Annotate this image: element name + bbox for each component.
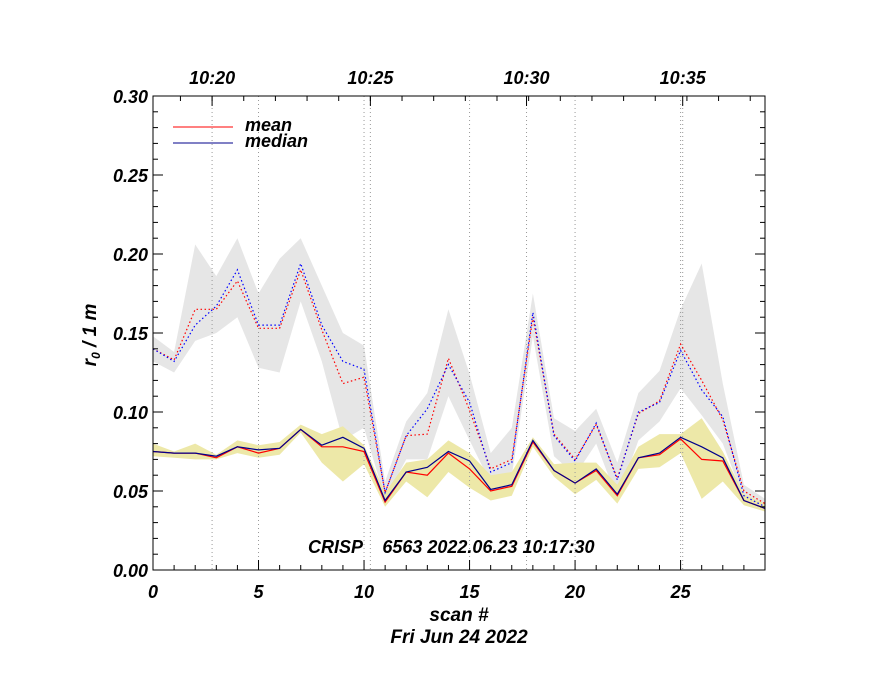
y-axis-title-main: r (80, 357, 101, 366)
y-tick-label: 0.20 (113, 245, 148, 265)
time-gridlines (211, 96, 684, 570)
y-tick-label: 0.30 (113, 87, 148, 107)
x-axis-date: Fri Jun 24 2022 (390, 627, 528, 648)
y-axis-title-suffix: / 1 m (80, 304, 101, 353)
x-tick-label: 15 (460, 582, 481, 602)
x-tick-label: 10 (354, 582, 374, 602)
series-lines (152, 261, 766, 509)
x-axis-title: scan # (429, 605, 489, 626)
median-lower-line (152, 428, 766, 509)
top-time-label: 10:35 (660, 68, 707, 88)
x-tick-label: 0 (148, 582, 158, 602)
x-tick-label: 25 (670, 582, 692, 602)
legend-mean-label: mean (245, 115, 292, 135)
axis-ticks (152, 95, 766, 571)
lower-range-band (153, 418, 765, 512)
range-bands (153, 238, 765, 512)
x-tick-label: 20 (564, 582, 585, 602)
upper-range-band (153, 238, 765, 510)
mean-lower-line (152, 428, 766, 509)
median-upper-line (152, 261, 766, 508)
y-axis-title: r0 / 1 m (80, 304, 103, 367)
legend-median-label: median (245, 131, 308, 151)
y-tick-label: 0.25 (113, 166, 149, 186)
x-tick-label: 5 (254, 582, 265, 602)
instrument-annotation: CRISP 6563 2022.06.23 10:17:30 (308, 537, 595, 557)
y-tick-label: 0.05 (113, 482, 149, 502)
y-axis-title-sub: 0 (89, 352, 103, 359)
top-time-label: 10:20 (189, 68, 235, 88)
y-tick-label: 0.00 (113, 561, 148, 581)
y-tick-label: 0.10 (113, 403, 148, 423)
top-time-label: 10:30 (504, 68, 550, 88)
top-time-label: 10:25 (347, 68, 394, 88)
y-tick-label: 0.15 (113, 324, 149, 344)
